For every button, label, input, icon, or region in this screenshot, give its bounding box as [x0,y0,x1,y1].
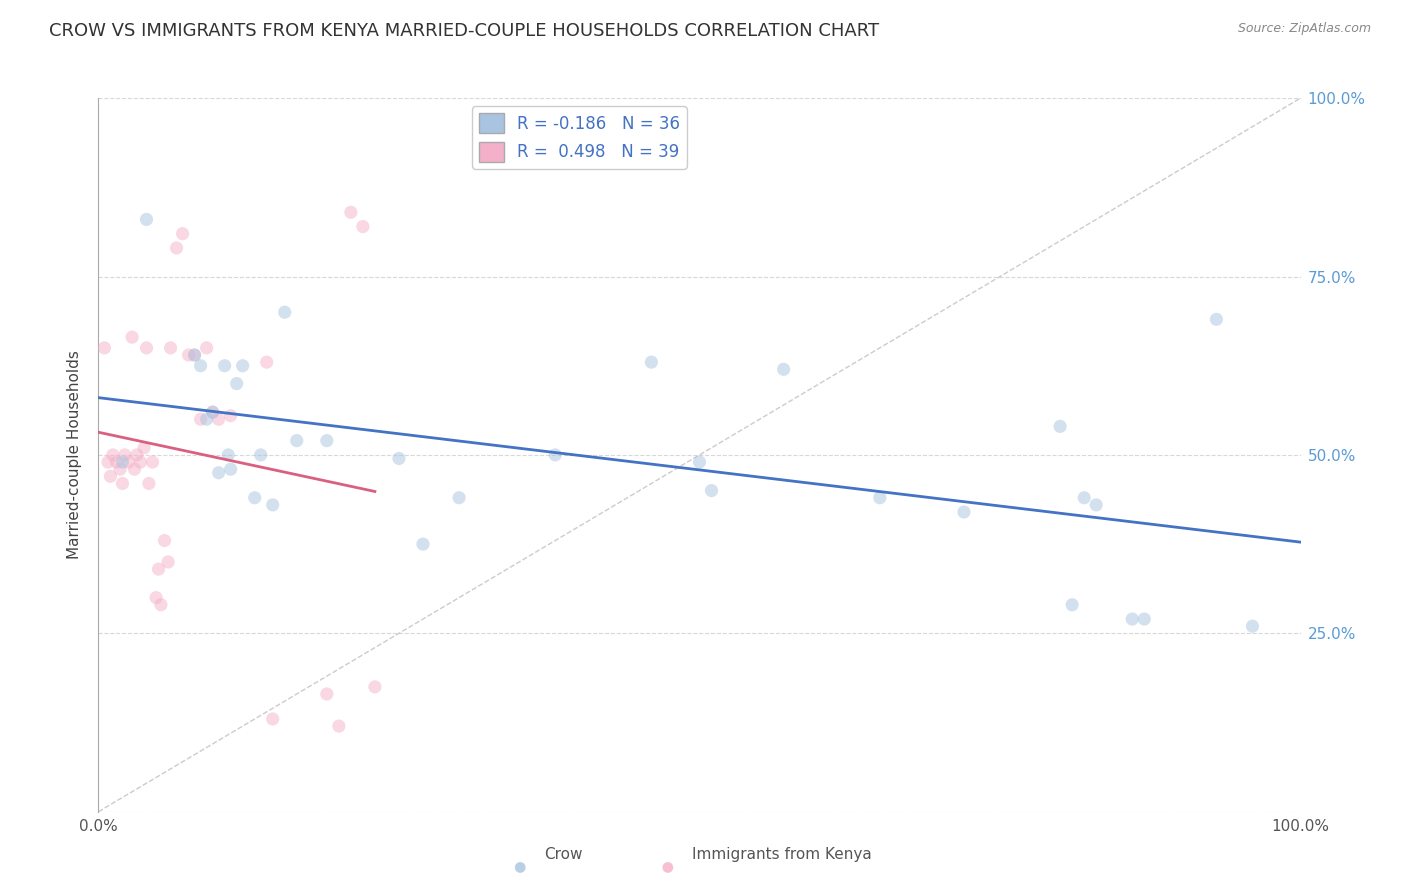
Point [208,466,231,480]
Point [225,376,247,391]
Point [93,341,115,355]
Point [232,359,254,373]
Point [153,533,176,548]
Point [214,359,236,373]
Point [101,448,124,462]
Point [315,434,337,448]
Text: CROW VS IMMIGRANTS FROM KENYA MARRIED-COUPLE HOUSEHOLDS CORRELATION CHART: CROW VS IMMIGRANTS FROM KENYA MARRIED-CO… [49,22,879,40]
Point [249,448,271,462]
Point [201,405,224,419]
Point [412,537,434,551]
Point [208,412,231,426]
Y-axis label: Married-couple Households: Married-couple Households [67,351,83,559]
Point [219,462,242,476]
Point [447,491,470,505]
Point [145,591,167,605]
Point [1121,612,1143,626]
Point [262,498,284,512]
Point [183,348,205,362]
Point [953,505,976,519]
Point [352,219,374,234]
Point [114,448,136,462]
Point [262,712,284,726]
Point [689,455,711,469]
Point [166,241,188,255]
Point [328,719,350,733]
Point [509,860,531,874]
Point [117,455,139,469]
Point [97,455,120,469]
Point [138,476,160,491]
Point [129,455,152,469]
Point [1241,619,1264,633]
Point [177,348,200,362]
Point [195,341,218,355]
Text: Crow: Crow [544,847,582,862]
Point [100,469,122,483]
Point [201,405,224,419]
Point [1062,598,1084,612]
Text: Immigrants from Kenya: Immigrants from Kenya [692,847,872,862]
Point [190,359,212,373]
Point [657,860,679,874]
Point [132,441,155,455]
Point [219,409,242,423]
Point [544,448,567,462]
Point [217,448,239,462]
Point [124,462,146,476]
Point [141,455,163,469]
Point [243,491,266,505]
Point [700,483,723,498]
Point [157,555,180,569]
Point [1073,491,1095,505]
Legend: R = -0.186   N = 36, R =  0.498   N = 39: R = -0.186 N = 36, R = 0.498 N = 39 [472,106,686,169]
Point [364,680,387,694]
Point [159,341,181,355]
Point [869,491,891,505]
Point [640,355,662,369]
Point [388,451,411,466]
Point [315,687,337,701]
Point [1205,312,1227,326]
Point [149,598,172,612]
Point [1085,498,1108,512]
Point [108,462,131,476]
Point [256,355,278,369]
Point [772,362,794,376]
Point [125,448,148,462]
Point [285,434,308,448]
Text: Source: ZipAtlas.com: Source: ZipAtlas.com [1237,22,1371,36]
Point [1133,612,1156,626]
Point [135,212,157,227]
Point [274,305,297,319]
Point [111,455,134,469]
Point [190,412,212,426]
Point [183,348,205,362]
Point [148,562,170,576]
Point [1049,419,1071,434]
Point [135,341,157,355]
Point [121,330,143,344]
Point [340,205,363,219]
Point [105,455,128,469]
Point [195,412,218,426]
Point [111,476,134,491]
Point [172,227,194,241]
